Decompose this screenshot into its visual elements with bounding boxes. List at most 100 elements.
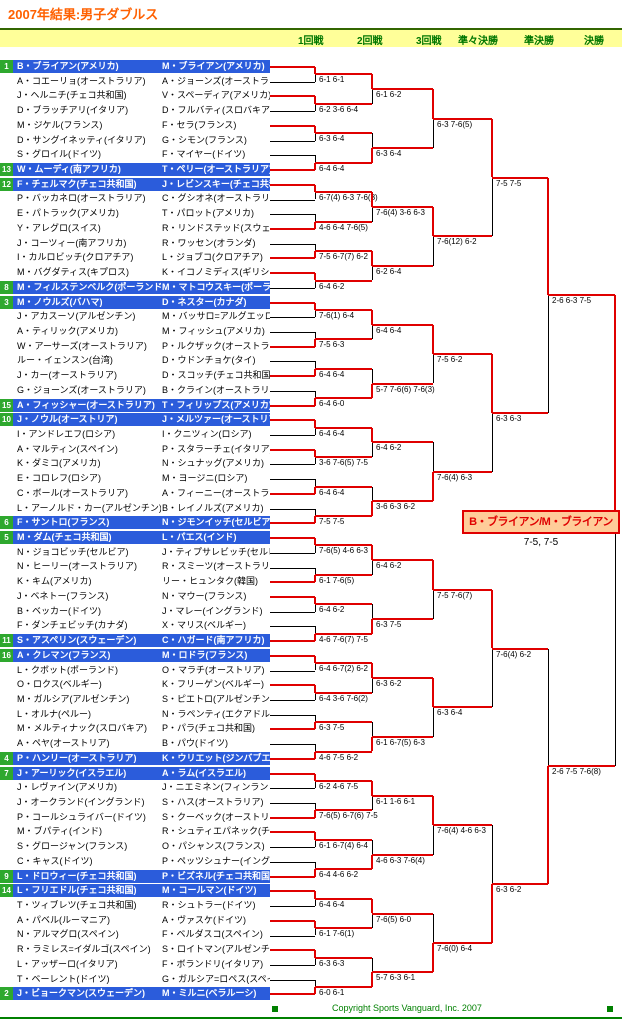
bracket-vline (315, 692, 316, 700)
match-score: 6-3 6-4 (437, 708, 463, 718)
match-score: 3-6 7-6(5) 7-5 (319, 458, 368, 468)
bracket-vline (371, 501, 373, 516)
team-player1: B・ベッカー(ドイツ) (17, 605, 101, 616)
match-score: 6-1 7-6(5) (319, 575, 355, 585)
team-row: M・バグダティス(キプロス) K・イコノミディス(ギリシア) (0, 266, 270, 279)
team-player2: M・ミルニ(ベラルーシ) (162, 988, 257, 999)
team-row: A・コエーリョ(オーストラリア) A・ジョーンズ(オーストラリア) (0, 75, 270, 88)
bracket-hline (315, 426, 372, 429)
bracket-vline (315, 361, 316, 369)
team-player2: リー・ヒュンタク(韓国) (162, 576, 258, 587)
bracket-hline (315, 220, 372, 223)
bracket-vline (314, 832, 316, 840)
team-player1: F・サントロ(フランス) (17, 517, 110, 528)
match-score: 6-7(4) 6-3 7-6(8) (319, 193, 378, 203)
bracket-vline (315, 567, 316, 575)
bracket-vline (372, 795, 373, 811)
match-score: 4-6 7-5 6-2 (319, 752, 359, 762)
bracket-hline (270, 788, 315, 790)
bracket-vline (315, 979, 316, 987)
match-score: 6-1 6-7(5) 6-3 (376, 737, 425, 747)
bracket-vline (314, 184, 316, 193)
bracket-hline (315, 397, 372, 400)
bracket-hline (270, 435, 315, 436)
bracket-vline (314, 891, 316, 899)
match-score: 6-3 7-5 (319, 723, 345, 733)
team-player1: A・フィッシャー(オーストラリア) (17, 399, 155, 410)
team-player2: N・ジモンイッチ(セルビア) (162, 517, 270, 528)
bracket-hline (315, 544, 372, 547)
bracket-hline (270, 332, 315, 333)
bracket-vline (433, 118, 434, 148)
match-score: 6-4 6-4 (319, 487, 345, 497)
bracket-hline (270, 522, 315, 525)
team-player1: W・アーサーズ(オーストラリア) (17, 340, 147, 351)
team-row: 2 J・ビョークマン(スウェーデン) M・ミルニ(ベラルーシ) (0, 987, 270, 1001)
bracket-vline (315, 898, 316, 906)
bracket-hline (315, 603, 372, 606)
bracket-hline (270, 95, 315, 98)
team-player2: F・マイヤー(ドイツ) (162, 149, 246, 160)
bracket-hline (492, 176, 548, 179)
team-row: R・ラミレス=イダルゴ(スペイン) S・ロイトマン(アルゼンチン) (0, 943, 270, 956)
bracket-hline (315, 956, 372, 959)
match-score: 7-6(4) 3-6 6-3 (376, 207, 425, 217)
team-player1: E・コロレフ(ロシア) (17, 473, 101, 484)
bracket-vline (432, 677, 434, 708)
match-score: 4-6 6-3 7-6(4) (376, 855, 425, 865)
bracket-hline (270, 949, 315, 952)
team-row: A・ティリック(アメリカ) M・フィッシュ(アメリカ) (0, 325, 270, 338)
bracket-hline (433, 353, 492, 356)
bracket-vline (314, 920, 316, 929)
bracket-vline (492, 825, 493, 885)
match-score: 7-6(0) 6-4 (437, 943, 473, 953)
team-player2: D・フルバティ(スロバキア) (162, 105, 270, 116)
bracket-vline (372, 560, 373, 575)
bracket-hline (270, 199, 315, 201)
bracket-vline (433, 589, 434, 620)
bracket-hline (372, 912, 433, 915)
bracket-vline (314, 773, 316, 781)
team-player2: P・パラ(チェコ共和国) (162, 723, 255, 734)
match-score: 7-5 6-3 (319, 340, 345, 350)
bracket-vline (371, 383, 373, 399)
bracket-hline (315, 102, 372, 105)
team-row: S・グロージャン(フランス) O・パシャンス(フランス) (0, 840, 270, 853)
bracket-vline (491, 354, 493, 413)
bracket-vline (315, 714, 316, 723)
team-row: D・ブラッチアリ(イタリア) D・フルバティ(スロバキア) (0, 104, 270, 117)
team-row: L・アーノルド・カー(アルゼンチン) B・レイノルズ(アメリカ) (0, 502, 270, 515)
bracket-hline (270, 66, 315, 68)
bracket-hline (270, 684, 315, 687)
match-score: 6-1 6-7(4) 6-4 (319, 840, 368, 850)
bracket-hline (315, 132, 372, 135)
team-player1: P・ハンリー(オーストラリア) (17, 752, 137, 763)
match-score: 2-6 6-3 7-5 (552, 296, 592, 306)
bracket-vline (372, 677, 373, 693)
team-player1: C・ボール(オーストラリア) (17, 487, 129, 498)
bracket-hline (433, 117, 492, 120)
bracket-hline (270, 919, 315, 922)
bracket-vline (315, 192, 316, 200)
match-score: 7-5 7-6(7) (437, 590, 473, 600)
bracket-vline (371, 427, 373, 443)
team-row: A・マルティン(スペイン) P・スタラーチェ(イタリア) (0, 443, 270, 456)
match-score: 6-4 6-2 (376, 561, 402, 571)
bracket-vline (314, 339, 316, 347)
team-row: L・クボット(ポーランド) O・マラチ(オーストリア) (0, 664, 270, 677)
bracket-vline (371, 74, 373, 90)
team-row: 7 J・アーリック(イスラエル) A・ラム(イスラエル) (0, 766, 270, 780)
match-score: 6-2 3-6 6-4 (319, 104, 359, 114)
bracket-vline (371, 736, 373, 752)
team-player1: S・グロイル(ドイツ) (17, 149, 101, 160)
match-score: 6-2 4-6 7-5 (319, 782, 359, 791)
bracket-vline (315, 626, 316, 634)
seed-number: 5 (0, 531, 13, 545)
bracket-vline (315, 781, 316, 789)
bracket-hline (270, 964, 315, 966)
team-row: J・レヴァイン(アメリカ) J・ニエミネン(フィンランド) (0, 781, 270, 794)
round-header-2: 2回戦 (357, 36, 383, 47)
team-player1: A・パベル(ルーマニア) (17, 914, 110, 925)
team-row: B・ベッカー(ドイツ) J・マレー(イングランド) (0, 605, 270, 618)
bracket-hline (315, 986, 372, 988)
